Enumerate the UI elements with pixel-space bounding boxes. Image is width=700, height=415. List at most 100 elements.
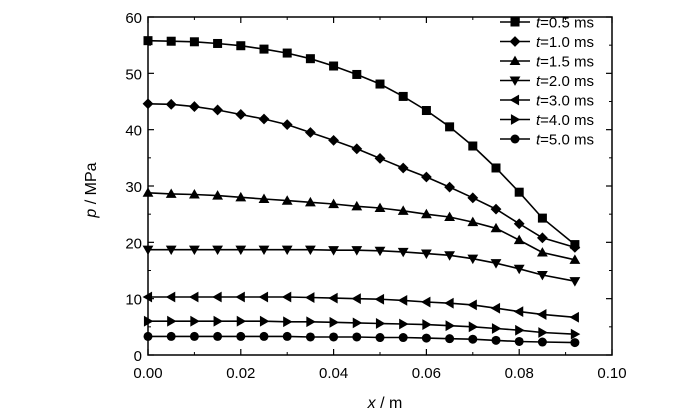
data-point — [491, 163, 501, 173]
data-point — [258, 113, 270, 125]
data-point — [328, 246, 339, 256]
data-point — [537, 309, 547, 320]
data-point — [375, 79, 385, 89]
data-point — [375, 333, 385, 343]
data-point — [375, 318, 386, 329]
legend-label: t=1.0 ms — [536, 34, 594, 51]
data-point — [306, 316, 316, 328]
data-point — [515, 324, 525, 336]
data-point — [538, 327, 548, 338]
data-point — [490, 203, 502, 215]
legend-marker — [509, 76, 521, 86]
data-point — [305, 332, 315, 342]
data-point — [444, 251, 455, 261]
legend-marker — [509, 36, 521, 47]
data-point — [514, 336, 524, 346]
legend: t=0.5 mst=1.0 mst=1.5 mst=2.0 mst=3.0 ms… — [500, 15, 594, 149]
data-point — [445, 320, 455, 332]
data-point — [445, 334, 455, 344]
legend-label-var: t — [536, 132, 541, 149]
series-line — [148, 335, 575, 344]
data-point — [259, 331, 269, 341]
data-point — [235, 191, 247, 202]
data-point — [283, 316, 293, 328]
data-point — [329, 61, 339, 71]
data-point — [374, 293, 385, 305]
data-point — [537, 270, 548, 281]
legend-label-var: t — [536, 93, 541, 110]
y-tick-label: 10 — [125, 292, 142, 309]
y-tick-label: 0 — [134, 348, 142, 365]
legend-label: t=2.0 ms — [536, 73, 594, 90]
data-point — [444, 181, 455, 193]
data-point — [445, 122, 455, 132]
y-tick-label: 40 — [125, 123, 142, 140]
legend-item: t=4.0 ms — [500, 112, 594, 129]
data-point — [490, 259, 502, 269]
data-point — [236, 315, 247, 327]
legend-label-value: =1.0 ms — [540, 34, 594, 51]
data-point — [513, 234, 525, 245]
legend-item: t=2.0 ms — [500, 73, 594, 90]
legend-label-value: =2.0 ms — [540, 73, 594, 90]
series-5 — [142, 291, 579, 323]
legend-marker — [509, 94, 520, 106]
data-point — [490, 222, 502, 233]
x-tick-label: 0.10 — [597, 365, 626, 382]
data-point — [189, 189, 200, 199]
x-tick-label: 0.06 — [412, 365, 441, 382]
x-axis-label: x / m — [367, 395, 403, 412]
data-point — [142, 98, 154, 110]
data-point — [281, 119, 293, 130]
data-point — [165, 188, 177, 198]
data-point — [305, 292, 315, 303]
data-point — [329, 332, 339, 342]
data-point — [351, 293, 361, 305]
data-point — [213, 315, 223, 327]
legend-label-var: t — [536, 34, 541, 51]
x-tick-label: 0.04 — [319, 365, 348, 382]
data-point — [421, 333, 431, 343]
data-point — [513, 218, 525, 230]
legend-label: t=1.5 ms — [536, 54, 594, 71]
y-tick-label: 30 — [125, 179, 142, 196]
data-point — [374, 152, 386, 164]
legend-item: t=3.0 ms — [500, 93, 594, 110]
x-tick-label: 0.00 — [133, 365, 162, 382]
legend-label: t=0.5 ms — [536, 15, 594, 32]
data-point — [165, 98, 177, 110]
data-point — [328, 134, 339, 146]
axes: 0.00 0.02 0.04 0.06 0.08 0.10 0 10 20 30 40 50 60 — [125, 10, 626, 382]
data-point — [421, 208, 432, 219]
y-tick-label: 60 — [125, 10, 142, 27]
legend-item: t=5.0 ms — [500, 132, 594, 149]
data-point — [213, 38, 223, 48]
data-point — [399, 318, 409, 330]
data-point — [467, 299, 477, 311]
data-point — [236, 331, 246, 341]
series-layer — [142, 36, 581, 348]
legend-marker — [510, 114, 521, 125]
data-point — [514, 187, 524, 197]
data-point — [468, 141, 478, 151]
data-point — [189, 331, 199, 341]
y-tick-label: 50 — [125, 66, 142, 83]
data-point — [537, 337, 547, 347]
series-2 — [142, 98, 581, 253]
series-line — [147, 103, 576, 249]
data-point — [142, 187, 154, 197]
legend-label-var: t — [536, 73, 541, 90]
data-point — [189, 291, 199, 303]
data-point — [165, 245, 177, 256]
data-point — [259, 44, 269, 54]
data-point — [212, 245, 223, 256]
data-point — [491, 323, 502, 334]
data-point — [305, 245, 316, 256]
data-point — [305, 127, 316, 138]
data-point — [468, 334, 478, 344]
series-7 — [143, 331, 580, 348]
data-point — [351, 143, 363, 155]
data-point — [351, 200, 363, 211]
data-point — [397, 162, 409, 174]
